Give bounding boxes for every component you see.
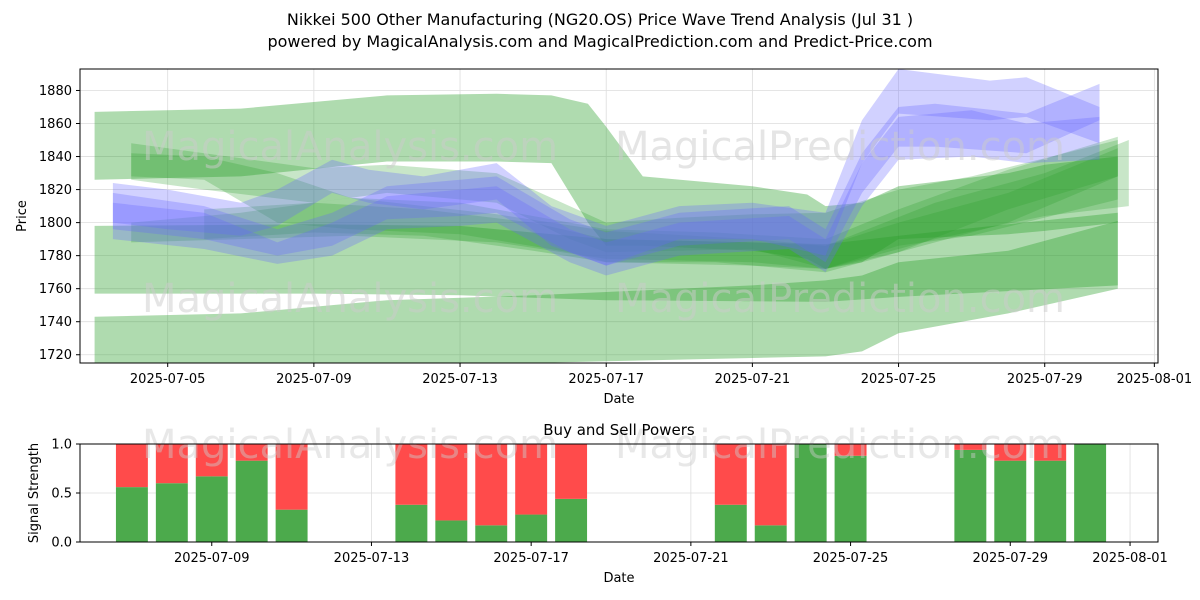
sell-power-bar [235, 444, 268, 461]
bottom-x-axis-label: Date [603, 571, 634, 586]
bottom-y-tick-label: 1.0 [51, 438, 72, 453]
buy-power-bar [1034, 460, 1067, 542]
buy-power-bar [714, 504, 747, 542]
top-x-tick-label: 2025-08-01 [1117, 372, 1193, 387]
buy-power-bar [155, 483, 188, 542]
sell-power-bar [195, 444, 228, 477]
top-y-tick-label: 1860 [39, 117, 72, 132]
watermark-text: MagicalPrediction.com [615, 124, 1065, 170]
buy-power-bar [555, 498, 588, 542]
watermark-text: MagicalAnalysis.com [142, 422, 558, 468]
buy-power-bar [1074, 444, 1107, 542]
bottom-x-tick-label: 2025-07-21 [653, 551, 729, 566]
sell-power-bar [155, 444, 188, 484]
sell-power-bar [515, 444, 548, 515]
watermark-text: MagicalAnalysis.com [142, 276, 558, 322]
sell-power-bar [435, 444, 468, 521]
buy-power-bar [475, 525, 508, 542]
buy-power-bar [395, 504, 428, 542]
chart-subtitle: powered by MagicalAnalysis.com and Magic… [267, 32, 933, 51]
price-band-blue [112, 83, 1100, 266]
top-y-tick-label: 1760 [39, 282, 72, 297]
top-y-axis-label: Price [15, 200, 30, 232]
sell-power-bar [275, 444, 308, 510]
top-bands [94, 69, 1129, 363]
chart-title: Nikkei 500 Other Manufacturing (NG20.OS)… [286, 10, 914, 29]
sell-power-bar [714, 444, 747, 505]
price-band-green [131, 136, 1118, 273]
bottom-chart-title: Buy and Sell Powers [543, 421, 695, 439]
top-y-tick-label: 1780 [39, 249, 72, 264]
buy-power-bar [115, 487, 148, 542]
buy-power-bar [834, 455, 867, 542]
bottom-x-tick-label: 2025-08-01 [1092, 551, 1168, 566]
top-x-tick-label: 2025-07-05 [130, 372, 206, 387]
bottom-x-tick-label: 2025-07-09 [174, 551, 250, 566]
top-plot-frame [79, 68, 1159, 364]
price-band-blue [112, 110, 1100, 276]
price-band-green [94, 212, 1118, 302]
watermark-text: MagicalPrediction.com [615, 422, 1065, 468]
buy-power-bar [994, 460, 1027, 542]
buy-power-bar [435, 520, 468, 542]
price-band-green [204, 140, 1129, 269]
bottom-x-tick-label: 2025-07-29 [972, 551, 1048, 566]
sell-power-bar [954, 444, 987, 450]
price-band-green [94, 221, 1118, 363]
top-x-tick-label: 2025-07-17 [568, 372, 644, 387]
top-y-tick-label: 1740 [39, 315, 72, 330]
sell-power-bar [834, 444, 867, 456]
top-x-tick-label: 2025-07-09 [276, 372, 352, 387]
top-x-tick-label: 2025-07-25 [861, 372, 937, 387]
top-x-tick-label: 2025-07-21 [715, 372, 791, 387]
bottom-x-tick-label: 2025-07-17 [493, 551, 569, 566]
bottom-x-tick-label: 2025-07-13 [334, 551, 410, 566]
buy-power-bar [754, 525, 787, 542]
sell-power-bar [555, 444, 588, 499]
bottom-y-tick-label: 0.0 [51, 536, 72, 551]
buy-power-bar [275, 509, 308, 542]
buy-power-bar [195, 476, 228, 542]
watermark-text: MagicalAnalysis.com [142, 124, 558, 170]
top-y-tick-label: 1720 [39, 348, 72, 363]
sell-power-bar [395, 444, 428, 505]
sell-power-bar [115, 444, 148, 488]
top-y-tick-label: 1820 [39, 183, 72, 198]
price-band-blue [112, 69, 1100, 266]
watermark-text: MagicalPrediction.com [615, 276, 1065, 322]
buy-power-bar [235, 460, 268, 542]
buy-power-bar [954, 449, 987, 542]
price-band-green [131, 140, 1118, 269]
top-y-tick-label: 1840 [39, 150, 72, 165]
bottom-x-tick-label: 2025-07-25 [813, 551, 889, 566]
top-x-tick-label: 2025-07-29 [1007, 372, 1083, 387]
buy-power-bar [794, 444, 827, 542]
price-band-green [94, 93, 1118, 269]
sell-power-bar [475, 444, 508, 526]
top-x-axis-label: Date [603, 392, 634, 407]
sell-power-bar [1034, 444, 1067, 461]
bottom-y-tick-label: 0.5 [51, 487, 72, 502]
sell-power-bar [754, 444, 787, 526]
buy-power-bar [515, 514, 548, 542]
sell-power-bar [994, 444, 1027, 461]
bottom-y-axis-label: Signal Strength [27, 443, 42, 543]
price-band-green [131, 148, 1118, 269]
top-x-tick-label: 2025-07-13 [422, 372, 498, 387]
top-y-tick-label: 1800 [39, 216, 72, 231]
top-y-tick-label: 1880 [39, 84, 72, 99]
